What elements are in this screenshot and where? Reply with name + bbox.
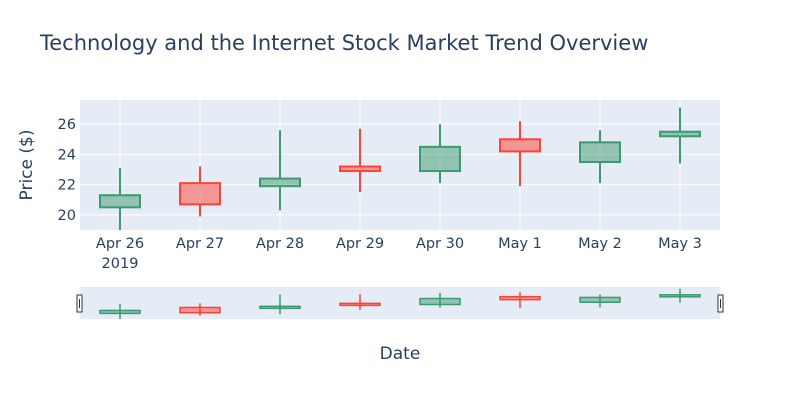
x-tick-label: May 1 (498, 236, 542, 252)
y-axis-title: Price ($) (17, 130, 37, 201)
mini-candle (179, 303, 221, 316)
candle-increasing[interactable] (579, 130, 621, 184)
x-tick-label: Apr 27 (176, 236, 224, 252)
x-tick-label: Apr 26 (96, 236, 144, 252)
candle-body (419, 145, 461, 173)
range-slider-left-handle[interactable] (76, 294, 83, 313)
candle-body (499, 138, 541, 153)
candle-body (339, 165, 381, 173)
range-slider-background[interactable] (80, 287, 720, 319)
x-axis-ticks: Apr 26 Apr 27 Apr 28 Apr 29 Apr 30 May 1 May 2… (96, 236, 702, 252)
y-tick-label: 26 (58, 117, 76, 133)
x-tick-label: Apr 28 (256, 236, 304, 252)
x-tick-label: Apr 29 (336, 236, 384, 252)
candle-body (579, 141, 621, 163)
y-tick-label: 24 (58, 147, 76, 163)
y-tick-label: 20 (58, 208, 76, 224)
candle-body (179, 182, 221, 206)
candle-increasing[interactable] (99, 168, 141, 230)
candle-increasing[interactable] (259, 130, 301, 211)
y-axis-ticks: 20 22 24 26 (58, 117, 76, 224)
candle-body (259, 177, 301, 188)
mini-candle (419, 292, 461, 308)
candle-body (99, 194, 141, 209)
mini-candle (579, 294, 621, 308)
candle-increasing[interactable] (419, 124, 461, 184)
candle-increasing[interactable] (659, 107, 701, 164)
mini-candle (99, 303, 141, 319)
x-tick-label: May 3 (658, 236, 702, 252)
candle-decreasing[interactable] (339, 128, 381, 193)
candle-decreasing[interactable] (499, 121, 541, 187)
candle-decreasing[interactable] (179, 166, 221, 217)
mini-candle (499, 292, 541, 309)
mini-candle (259, 294, 301, 315)
candlesticks (99, 107, 701, 230)
mini-candle-body (259, 305, 301, 310)
x-axis-year-label: 2019 (102, 256, 139, 272)
mini-candle (339, 294, 381, 310)
x-tick-label: Apr 30 (416, 236, 464, 252)
chart-title: Technology and the Internet Stock Market… (39, 31, 648, 55)
range-slider[interactable] (76, 287, 724, 319)
mini-candle-body (659, 294, 701, 298)
range-slider-right-handle[interactable] (717, 294, 724, 313)
candle-body (659, 130, 701, 138)
mini-candle (659, 288, 701, 303)
mini-candle-body (579, 296, 621, 304)
mini-candle-body (499, 295, 541, 301)
plot-area (80, 100, 720, 230)
range-slider-mini-candles (99, 288, 701, 319)
mini-candle-body (99, 309, 141, 315)
x-tick-label: May 2 (578, 236, 622, 252)
x-axis-title: Date (380, 344, 421, 364)
mini-candle-body (179, 306, 221, 314)
mini-candle-body (339, 302, 381, 307)
mini-candle-body (419, 297, 461, 306)
y-tick-label: 22 (58, 178, 76, 194)
